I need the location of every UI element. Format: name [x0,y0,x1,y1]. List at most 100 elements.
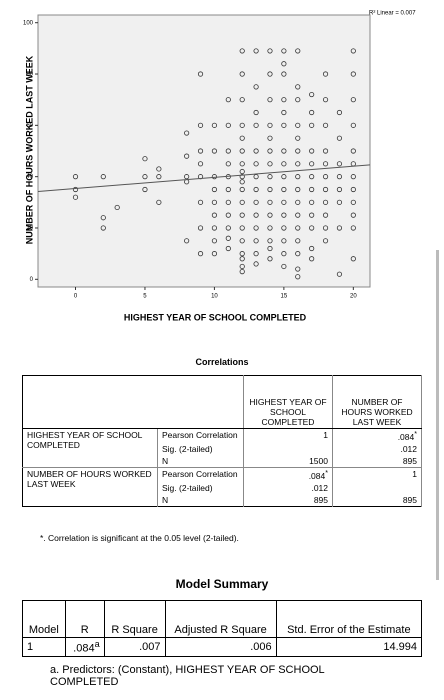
point [350,256,356,262]
cell: .084a [64,637,105,657]
point [281,61,287,67]
point [336,161,343,167]
y-tick-label: 60 [26,123,33,129]
point [225,122,231,128]
point [309,199,315,205]
point [225,148,231,154]
point [239,168,245,175]
cell [22,375,244,429]
point [295,212,301,218]
fit-line [37,164,371,193]
point [253,186,259,193]
point [225,212,231,218]
cell [332,481,422,494]
point [184,238,190,244]
point [239,263,245,270]
cell: .007 [103,637,166,657]
y-tick-label: 40 [26,174,33,180]
point [197,71,204,77]
row: Sig. (2-tailed) .012 [23,442,422,455]
point [322,71,329,77]
cell: 895 [332,493,422,507]
point [350,174,356,180]
point [281,97,287,103]
x-tick-label: 10 [211,294,218,300]
cell-text: .084 [308,470,326,481]
x-tick-label: 15 [281,294,288,300]
x-axis-title: HIGHEST YEAR OF SCHOOL COMPLETED [124,312,307,322]
cell: Pearson Correlation [157,466,244,482]
point [295,251,301,257]
point [295,84,301,90]
point [267,97,273,103]
point [211,174,218,180]
point [239,135,245,141]
point [295,122,301,128]
y-axis-title: NUMBER OF HOURS WORKED LAST WEEK [24,55,34,244]
point [350,225,356,231]
cell: .012 [243,481,333,494]
point [322,238,329,244]
cell: .012 [332,442,422,455]
point [295,97,301,103]
cell: R [64,600,105,638]
point [281,263,287,270]
cell: Adjusted R Square [164,600,277,638]
cell: N [157,493,244,507]
point [281,186,287,193]
point [211,225,218,231]
point [253,225,259,231]
point [225,161,231,167]
point [239,161,245,167]
point [267,238,273,244]
point [322,148,329,154]
point [322,199,329,205]
point [281,109,287,116]
point [197,122,204,128]
y-tick-label: 80 [26,72,33,78]
point [295,161,301,167]
cell-text: .084 [397,431,415,442]
cell: HIGHEST YEAR OF SCHOOL COMPLETED [243,375,333,429]
point [336,186,343,193]
point [239,179,245,185]
point [281,251,287,257]
point [100,174,106,180]
point [295,148,301,154]
cell: NUMBER OF HOURS WORKED LAST WEEK [332,375,422,429]
point [142,174,148,180]
footnote-mark: * [325,468,328,477]
point [350,48,356,54]
point [211,212,218,218]
cell: Sig. (2-tailed) [157,442,244,455]
cell: .084* [243,466,333,482]
point [295,225,301,231]
point [72,194,79,200]
point [72,186,79,193]
point [211,122,218,128]
point [281,212,287,218]
point [350,148,356,154]
footnote-mark: * [414,430,417,438]
row: NUMBER OF HOURS WORKED LAST WEEK Pearson … [22,466,422,507]
point [350,199,356,205]
point [309,256,315,262]
point [309,174,315,180]
row: N 895 895 [23,493,422,507]
point [295,199,301,205]
footnote: *. Correlation is significant at the 0.0… [40,533,239,543]
row: HIGHEST YEAR OF SCHOOL COMPLETED NUMBER O… [22,375,422,429]
row: HIGHEST YEAR OF SCHOOL COMPLETED Pearson … [22,427,422,468]
point [267,199,273,205]
point [253,148,259,154]
point [322,174,329,180]
model-summary-table: Model R R Square Adjusted R Square Std. Erro… [22,600,423,657]
point [267,256,273,262]
point [225,235,231,241]
point [184,130,190,136]
point [225,186,231,193]
cell: .006 [164,637,277,657]
scrollbar[interactable] [436,250,439,580]
x-tick-label: 0 [74,294,78,300]
cell: Model [22,600,66,638]
